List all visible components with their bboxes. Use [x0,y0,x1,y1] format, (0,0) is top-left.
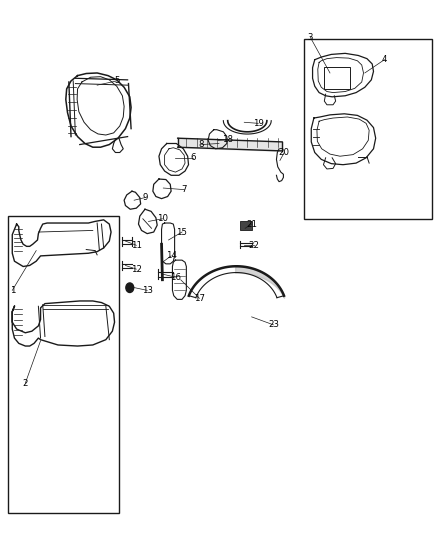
Text: 8: 8 [199,140,205,149]
Text: 21: 21 [246,220,257,229]
Text: 18: 18 [222,135,233,144]
Text: 6: 6 [190,154,196,163]
Bar [324,67,350,89]
Text: 3: 3 [307,33,313,42]
Text: 11: 11 [131,241,142,250]
Text: 4: 4 [381,55,387,64]
Text: 5: 5 [114,76,120,85]
Text: 22: 22 [248,241,259,250]
Text: 1: 1 [10,286,15,295]
Text: 9: 9 [142,193,148,202]
Text: 16: 16 [170,272,181,281]
Text: 13: 13 [141,286,153,295]
Circle shape [126,283,134,293]
Text: 2: 2 [23,378,28,387]
Text: 12: 12 [131,265,142,273]
Text: 23: 23 [268,320,279,329]
Text: 20: 20 [279,148,290,157]
Text: 14: 14 [166,252,177,261]
Text: 15: 15 [177,228,187,237]
Text: 7: 7 [181,185,187,194]
Text: 19: 19 [253,119,264,128]
Bar [8,216,119,513]
Bar [240,221,252,230]
Bar [304,38,432,219]
Text: 17: 17 [194,294,205,303]
Text: 10: 10 [157,214,168,223]
